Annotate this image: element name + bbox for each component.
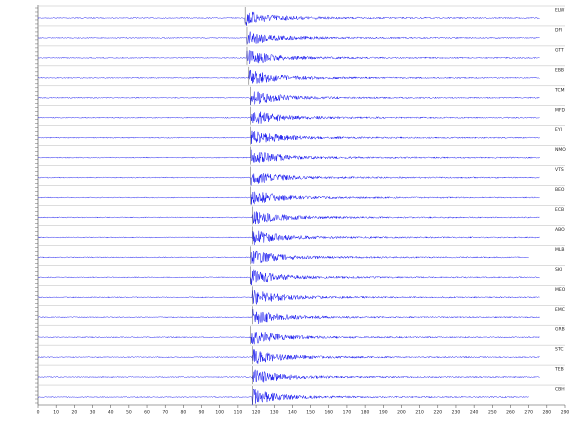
station-label: CBH <box>555 387 565 393</box>
waveform <box>37 91 540 106</box>
waveform <box>37 50 540 64</box>
station-label: GRB <box>555 327 565 333</box>
station-label: MFD <box>555 107 565 113</box>
x-tick-label: 260 <box>506 410 515 416</box>
waveform <box>37 149 540 164</box>
waveform <box>37 11 540 26</box>
x-tick-label: 180 <box>361 410 370 416</box>
x-tick-label: 290 <box>561 410 570 416</box>
station-label: EYI <box>555 127 562 133</box>
waveform <box>37 69 540 84</box>
station-label: MEO <box>555 287 566 293</box>
waveform <box>37 269 540 286</box>
x-tick-label: 150 <box>306 410 315 416</box>
station-label: ABO <box>555 227 565 233</box>
x-tick-label: 60 <box>144 410 150 416</box>
waveform <box>37 31 540 45</box>
station-label: DFI <box>555 27 562 33</box>
x-tick-label: 210 <box>415 410 424 416</box>
x-tick-label: 0 <box>37 410 40 416</box>
station-label: EMC <box>555 307 565 313</box>
x-tick-label: 250 <box>488 410 497 416</box>
x-tick-label: 50 <box>126 410 132 416</box>
station-label: ECB <box>555 207 564 213</box>
x-tick-label: 270 <box>524 410 533 416</box>
station-label: MLB <box>555 247 564 253</box>
x-tick-label: 120 <box>252 410 261 416</box>
waveform <box>37 211 540 225</box>
x-tick-label: 190 <box>379 410 388 416</box>
x-tick-label: 230 <box>452 410 461 416</box>
waveform <box>37 331 540 345</box>
x-tick-label: 80 <box>181 410 187 416</box>
waveform <box>37 388 529 405</box>
station-label: ELW <box>555 8 565 14</box>
station-label: SKI <box>555 267 562 273</box>
waveform <box>37 130 540 144</box>
station-label: TCM <box>554 87 565 93</box>
station-label: NMO <box>555 147 566 153</box>
station-label: VTS <box>555 167 564 173</box>
station-label: GTT <box>555 47 564 53</box>
x-tick-label: 240 <box>470 410 479 416</box>
waveform <box>37 349 540 364</box>
x-tick-label: 20 <box>71 410 77 416</box>
x-tick-label: 160 <box>324 410 333 416</box>
waveform <box>37 173 540 186</box>
waveform <box>37 230 540 245</box>
waveform <box>37 191 540 205</box>
x-tick-label: 170 <box>343 410 352 416</box>
x-tick-label: 220 <box>433 410 442 416</box>
waveform <box>37 290 540 305</box>
x-tick-label: 40 <box>108 410 114 416</box>
station-label: STC <box>555 347 563 353</box>
x-tick-label: 140 <box>288 410 297 416</box>
x-tick-label: 100 <box>215 410 224 416</box>
x-tick-label: 110 <box>234 410 243 416</box>
x-tick-label: 30 <box>90 410 96 416</box>
waveform <box>37 309 540 324</box>
waveform <box>37 250 529 264</box>
x-tick-label: 130 <box>270 410 279 416</box>
station-label: EBB <box>555 67 564 73</box>
x-tick-label: 280 <box>543 410 552 416</box>
station-label: BEO <box>555 187 565 193</box>
x-tick-label: 200 <box>397 410 406 416</box>
waveform <box>37 369 540 383</box>
x-tick-label: 90 <box>199 410 205 416</box>
waveform <box>37 111 540 124</box>
station-label: TEB <box>554 367 564 373</box>
x-tick-label: 70 <box>162 410 168 416</box>
x-tick-label: 10 <box>53 410 59 416</box>
